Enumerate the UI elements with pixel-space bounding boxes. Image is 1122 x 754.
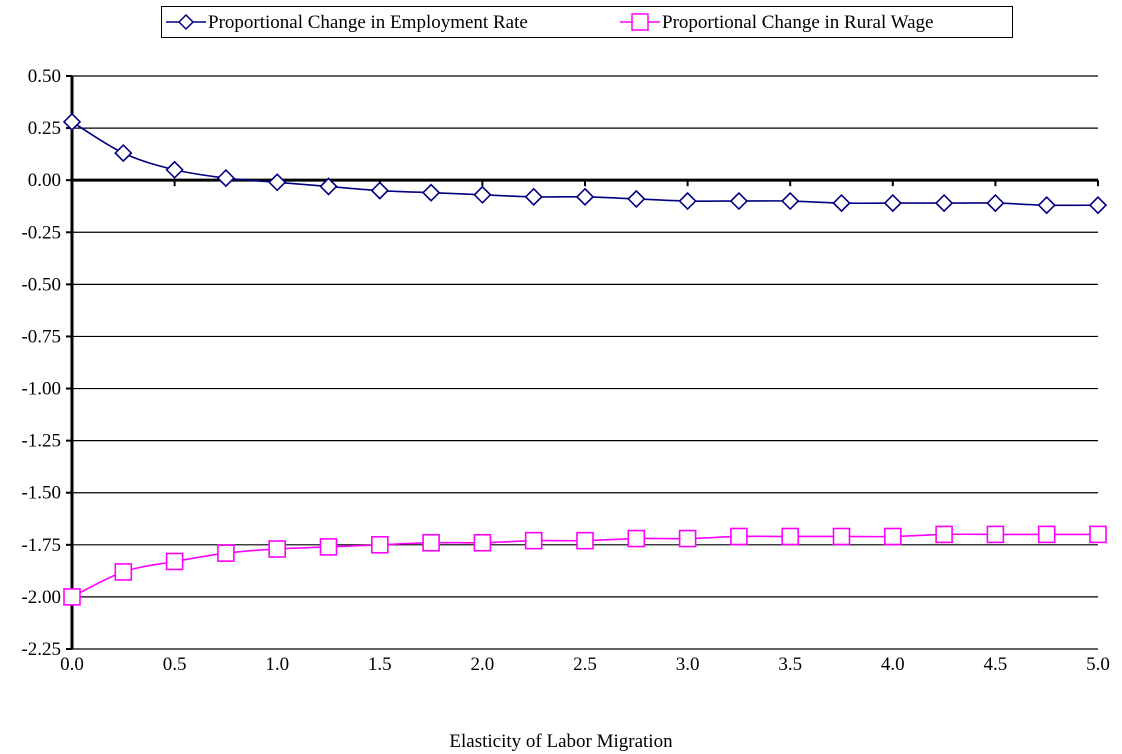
y-tick-label: -2.25 — [21, 639, 61, 660]
data-point-wage — [832, 527, 851, 546]
data-point-employment — [319, 177, 338, 196]
data-point-employment — [575, 187, 595, 206]
x-axis-title: Elasticity of Labor Migration — [449, 731, 673, 752]
x-tick-label: 4.5 — [984, 654, 1008, 675]
data-point-wage — [370, 536, 389, 554]
data-point-wage — [217, 544, 235, 562]
data-point-wage — [165, 552, 184, 571]
data-point-wage — [781, 527, 800, 546]
square-marker-icon — [620, 13, 660, 31]
x-tick-label: 5.0 — [1086, 654, 1110, 675]
data-point-employment — [729, 191, 749, 211]
data-point-wage — [678, 529, 697, 548]
data-point-wage — [114, 563, 133, 581]
data-point-employment — [627, 189, 646, 209]
legend-entry-employment: Proportional Change in Employment Rate — [164, 7, 584, 37]
y-tick-label: 0.50 — [28, 66, 61, 87]
data-point-employment — [678, 191, 697, 211]
data-point-employment — [986, 193, 1005, 213]
x-tick-label: 3.0 — [676, 654, 700, 675]
data-point-employment — [1037, 196, 1056, 215]
data-point-employment — [781, 191, 800, 211]
data-point-wage — [63, 588, 81, 606]
x-tick-label: 1.5 — [368, 654, 392, 675]
legend-label-wage: Proportional Change in Rural Wage — [662, 12, 934, 33]
x-tick-label: 0.0 — [60, 654, 84, 675]
data-point-employment — [524, 187, 543, 206]
legend: Proportional Change in Employment Rate P… — [161, 6, 1013, 38]
data-point-wage — [627, 529, 646, 548]
legend-entry-wage: Proportional Change in Rural Wage — [618, 7, 1012, 37]
data-point-employment — [216, 168, 236, 188]
data-point-employment — [370, 181, 389, 200]
data-point-employment — [473, 185, 492, 204]
data-point-wage — [319, 538, 338, 556]
x-tick-label: 2.0 — [471, 654, 495, 675]
x-tick-label: 4.0 — [881, 654, 905, 675]
data-point-wage — [576, 531, 594, 550]
data-point-wage — [730, 527, 748, 546]
data-point-wage — [1089, 525, 1107, 544]
data-point-wage — [422, 533, 440, 552]
data-point-employment — [883, 193, 902, 213]
y-tick-label: 0.00 — [28, 170, 61, 191]
y-tick-label: -2.00 — [21, 587, 61, 608]
y-tick-label: -1.75 — [21, 535, 61, 556]
y-tick-label: -1.50 — [21, 483, 61, 504]
data-point-employment — [165, 160, 184, 179]
y-tick-label: -0.25 — [21, 222, 61, 243]
data-point-employment — [832, 193, 851, 213]
data-point-wage — [524, 531, 543, 550]
data-point-employment — [268, 173, 287, 192]
x-tick-label: 2.5 — [573, 654, 597, 675]
data-point-wage — [1037, 525, 1056, 544]
data-point-wage — [473, 533, 492, 552]
data-point-employment — [421, 183, 441, 202]
diamond-marker-icon — [166, 13, 206, 31]
y-tick-label: -0.50 — [21, 274, 61, 295]
data-point-wage — [883, 527, 902, 546]
data-point-employment — [934, 193, 954, 213]
y-tick-label: -1.25 — [21, 431, 61, 452]
data-point-wage — [986, 525, 1005, 544]
data-point-wage — [935, 525, 953, 544]
x-tick-label: 1.0 — [265, 654, 289, 675]
y-tick-label: 0.25 — [28, 118, 61, 139]
data-point-employment — [114, 143, 133, 163]
data-point-employment — [1088, 196, 1108, 215]
data-point-employment — [62, 112, 82, 131]
data-point-wage — [268, 540, 287, 558]
x-tick-label: 3.5 — [778, 654, 802, 675]
x-tick-label: 0.5 — [163, 654, 187, 675]
y-tick-label: -1.00 — [21, 379, 61, 400]
y-tick-label: -0.75 — [21, 326, 61, 347]
legend-label-employment: Proportional Change in Employment Rate — [208, 12, 528, 33]
